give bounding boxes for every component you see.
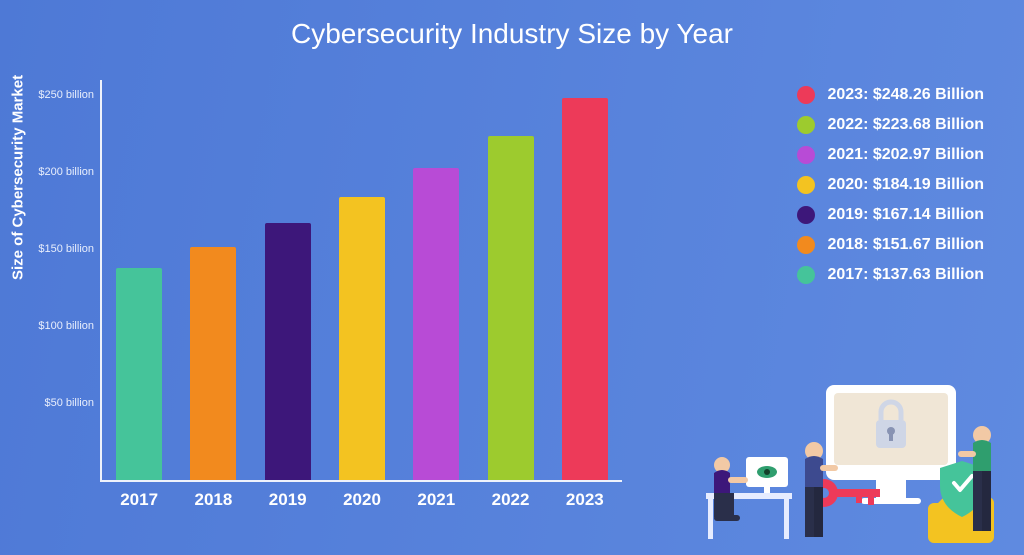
legend-label: 2023: $248.26 Billion [827, 86, 984, 104]
legend-item: 2019: $167.14 Billion [797, 206, 984, 224]
legend-swatch-icon [797, 86, 815, 104]
chart-bar [562, 98, 608, 480]
chart-bar [190, 247, 236, 480]
y-tick-label: $250 billion [38, 89, 102, 101]
legend-item: 2020: $184.19 Billion [797, 176, 984, 194]
y-tick-label: $50 billion [44, 397, 102, 409]
x-tick-label: 2022 [492, 480, 530, 510]
x-tick-label: 2018 [195, 480, 233, 510]
chart-bar [413, 168, 459, 480]
legend-swatch-icon [797, 176, 815, 194]
y-axis-label: Size of Cybersecurity Market [10, 75, 27, 280]
legend-label: 2018: $151.67 Billion [827, 236, 984, 254]
chart-plot-area: $50 billion$100 billion$150 billion$200 … [100, 80, 622, 482]
chart-bar [265, 223, 311, 480]
chart-stage: Cybersecurity Industry Size by Year Size… [0, 0, 1024, 555]
legend-label: 2019: $167.14 Billion [827, 206, 984, 224]
legend-label: 2021: $202.97 Billion [827, 146, 984, 164]
chart-title: Cybersecurity Industry Size by Year [0, 18, 1024, 50]
legend-item: 2023: $248.26 Billion [797, 86, 984, 104]
legend-label: 2017: $137.63 Billion [827, 266, 984, 284]
x-tick-label: 2019 [269, 480, 307, 510]
y-tick-label: $150 billion [38, 243, 102, 255]
x-tick-label: 2021 [417, 480, 455, 510]
legend-item: 2021: $202.97 Billion [797, 146, 984, 164]
chart-bar [488, 136, 534, 480]
security-illustration-icon [706, 365, 1006, 545]
legend-swatch-icon [797, 146, 815, 164]
y-tick-label: $100 billion [38, 320, 102, 332]
x-tick-label: 2017 [120, 480, 158, 510]
legend-swatch-icon [797, 266, 815, 284]
y-tick-label: $200 billion [38, 166, 102, 178]
chart-bar [339, 197, 385, 480]
legend-label: 2022: $223.68 Billion [827, 116, 984, 134]
chart-bar [116, 268, 162, 480]
legend-item: 2018: $151.67 Billion [797, 236, 984, 254]
x-tick-label: 2023 [566, 480, 604, 510]
legend-swatch-icon [797, 236, 815, 254]
legend-item: 2022: $223.68 Billion [797, 116, 984, 134]
legend: 2023: $248.26 Billion 2022: $223.68 Billi… [797, 86, 984, 284]
legend-label: 2020: $184.19 Billion [827, 176, 984, 194]
x-tick-label: 2020 [343, 480, 381, 510]
legend-item: 2017: $137.63 Billion [797, 266, 984, 284]
legend-swatch-icon [797, 116, 815, 134]
legend-swatch-icon [797, 206, 815, 224]
